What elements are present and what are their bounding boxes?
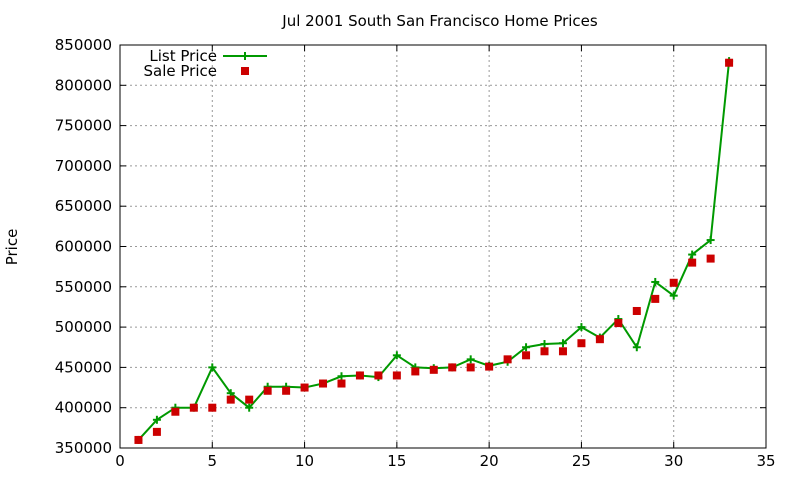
legend: List Price Sale Price: [144, 47, 267, 80]
x-tick-label: 20: [480, 452, 499, 470]
list-price-point: [466, 355, 475, 364]
list-price-point: [245, 403, 254, 412]
sale-price-point: [503, 355, 512, 364]
sale-price-point: [706, 254, 715, 263]
list-price-point: [152, 415, 161, 424]
sale-price-point: [429, 365, 438, 374]
sale-price-point: [540, 347, 549, 356]
sale-price-point: [226, 395, 235, 404]
y-tick-label: 500000: [55, 318, 112, 336]
y-axis-label: Price: [3, 229, 21, 266]
sale-price-point: [374, 371, 383, 380]
sale-price-point: [300, 383, 309, 392]
x-tick-label: 15: [387, 452, 406, 470]
y-tick-label: 700000: [55, 157, 112, 175]
sale-price-point: [466, 363, 475, 372]
sale-price-point: [522, 351, 531, 360]
series-layer: [134, 57, 734, 444]
y-tick-label: 600000: [55, 238, 112, 256]
sale-price-point: [651, 294, 660, 303]
list-price-point: [392, 351, 401, 360]
list-price-point: [688, 250, 697, 259]
sale-price-point: [485, 362, 494, 371]
x-tick-label: 10: [295, 452, 314, 470]
sale-price-point: [355, 371, 364, 380]
sale-price-point: [595, 335, 604, 344]
x-tick-label: 25: [572, 452, 591, 470]
y-tick-label: 400000: [55, 399, 112, 417]
sale-price-point: [392, 371, 401, 380]
sale-price-point: [337, 379, 346, 388]
x-tick-label: 35: [756, 452, 775, 470]
sale-price-point: [171, 407, 180, 416]
sale-price-point: [688, 258, 697, 267]
list-price-point: [558, 339, 567, 348]
list-price-point: [208, 363, 217, 372]
grid: [120, 45, 766, 448]
legend-label-list-price: List Price: [149, 47, 217, 65]
sale-price-point: [134, 435, 143, 444]
sale-price-point: [282, 386, 291, 395]
list-price-point: [706, 236, 715, 245]
sale-price-point: [245, 395, 254, 404]
y-tick-label: 450000: [55, 358, 112, 376]
list-price-point: [651, 277, 660, 286]
legend-swatch-sale-price: [241, 67, 249, 75]
sale-price-point: [319, 379, 328, 388]
sale-price-point: [448, 363, 457, 372]
y-tick-label: 650000: [55, 197, 112, 215]
sale-price-point: [152, 427, 161, 436]
x-tick-label: 5: [208, 452, 218, 470]
x-tick-label: 0: [115, 452, 125, 470]
sale-price-point: [725, 58, 734, 67]
list-price-point: [669, 291, 678, 300]
list-price-point: [632, 343, 641, 352]
list-price-point: [337, 372, 346, 381]
sale-price-point: [614, 319, 623, 328]
sale-price-point: [632, 306, 641, 315]
list-price-point: [577, 323, 586, 332]
list-price-point: [540, 340, 549, 349]
y-tick-label: 350000: [55, 439, 112, 457]
y-tick-label: 550000: [55, 278, 112, 296]
list-price-point: [522, 343, 531, 352]
x-tick-label: 30: [664, 452, 683, 470]
chart-title: Jul 2001 South San Francisco Home Prices: [281, 12, 598, 30]
sale-price-point: [411, 367, 420, 376]
sale-price-point: [263, 386, 272, 395]
sale-price-point: [208, 403, 217, 412]
sale-price-point: [558, 347, 567, 356]
sale-price-point: [669, 278, 678, 287]
legend-label-sale-price: Sale Price: [144, 62, 217, 80]
axis-ticks: 0 5 10 15 20 25 30 35 350000 400000 450000 500000 55…: [55, 36, 776, 470]
y-tick-label: 800000: [55, 76, 112, 94]
y-tick-label: 850000: [55, 36, 112, 54]
y-tick-label: 750000: [55, 117, 112, 135]
sale-price-point: [577, 339, 586, 348]
sale-price-point: [189, 403, 198, 412]
series-line-list-price: [137, 61, 731, 441]
